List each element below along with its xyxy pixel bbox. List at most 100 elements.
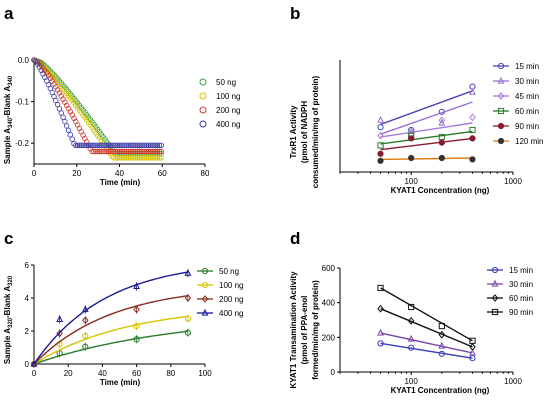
panel-a-point-s2-32 — [89, 148, 95, 155]
panel-c-point-s1-4 — [184, 315, 191, 322]
panel-a-point-s1-63 — [145, 155, 152, 161]
panel-a-point-s3-31 — [87, 142, 93, 148]
panel-d-legend-marker-1 — [491, 279, 499, 287]
panel-a-point-s2-50 — [122, 148, 128, 155]
panel-a-point-s1-49 — [120, 155, 126, 161]
panel-c-point-s3-3 — [133, 282, 141, 290]
panel-a-legend-label-3: 400 ng — [216, 120, 240, 129]
panel-a-point-s2-38 — [100, 148, 106, 155]
panel-a-point-s1-52 — [125, 155, 132, 161]
panel-a-point-s2-69 — [156, 148, 163, 155]
panel-b-point-s5-2 — [438, 154, 445, 162]
panel-a-point-s2-42 — [107, 148, 113, 155]
panel-a-point-s3-23 — [73, 142, 79, 148]
panel-a-x-tick-label-0: 0 — [32, 169, 37, 178]
panel-b-legend-label-1: 30 min — [515, 77, 539, 86]
panel-c-point-s0-1 — [56, 350, 63, 357]
panel-a-x-tick-label-2: 40 — [115, 169, 124, 178]
panel-a-point-s1-58 — [136, 155, 143, 161]
panel-a-point-s1-70 — [158, 155, 164, 161]
panel-a-point-s1-54 — [129, 155, 135, 161]
panel-d-fit-line-2 — [380, 308, 473, 348]
panel-d-y-tick-label-0: 0 — [331, 368, 336, 377]
panel-b-point-s1-0 — [377, 115, 384, 123]
panel-b-point-s3-0 — [377, 142, 384, 149]
panel-a-point-s2-49 — [120, 148, 126, 155]
panel-a-point-s3-65 — [149, 142, 155, 148]
panel-c-x-tick-label-2: 40 — [98, 369, 107, 378]
panel-d-x-label: KYAT1 Concentration (ng) — [391, 386, 490, 395]
panel-a-y-tick-label-2: -0.2 — [15, 139, 29, 148]
panel-a-point-s2-7 — [44, 70, 50, 76]
panel-b-point-s5-0 — [377, 157, 384, 164]
panel-a-point-s2-10 — [49, 78, 55, 84]
panel-d-point-s3-2 — [438, 322, 445, 330]
panel-a-point-s2-40 — [103, 148, 110, 155]
panel-d-point-s1-1 — [407, 334, 415, 342]
panel-a-point-s1-65 — [149, 155, 155, 161]
panel-a-point-s3-41 — [105, 142, 112, 148]
panel-d-point-s2-3 — [469, 342, 476, 351]
panel-a-legend-label-2: 200 ng — [216, 106, 240, 115]
panel-c-point-s2-2 — [82, 316, 89, 325]
panel-c-point-s2-0 — [30, 360, 38, 368]
panel-a-point-s3-48 — [118, 142, 124, 148]
panel-a-point-s2-59 — [138, 148, 144, 155]
panel-d-y-label-3: formed/min/mg of protein) — [311, 280, 320, 380]
panel-b-letter: b — [290, 4, 300, 23]
panel-a-point-s2-44 — [111, 148, 117, 155]
panel-a-point-s2-43 — [109, 148, 115, 155]
panel-a-point-s3-60 — [140, 142, 146, 148]
panel-b-legend-marker-2 — [497, 92, 505, 100]
panel-b: b 100 1000 KYAT1 Concentration (ng) TrxR1… — [289, 4, 543, 195]
panel-a-point-s3-45 — [113, 142, 119, 148]
panel-d-fit-line-0 — [380, 342, 473, 359]
panel-c-x-tick-label-0: 0 — [32, 369, 37, 378]
panel-b-legend-label-0: 15 min — [515, 62, 539, 71]
panel-c-legend-marker-1 — [201, 281, 209, 289]
panel-d-y-label-1: KYAT1 Transamination Activity — [289, 271, 298, 389]
panel-c-y-tick-label-2: 4 — [25, 294, 30, 303]
panel-d-legend-label-3: 90 min — [509, 308, 533, 317]
panel-a-point-s1-48 — [118, 155, 124, 161]
panel-a-point-s3-27 — [80, 142, 86, 148]
panel-a-point-s2-57 — [134, 148, 141, 155]
panel-c-legend-marker-2 — [201, 295, 209, 303]
panel-a-y-tick-label-1: -0.1 — [15, 98, 29, 107]
panel-a-point-s3-26 — [78, 142, 84, 148]
panel-a-point-s2-54 — [129, 148, 135, 155]
panel-a-point-s3-54 — [129, 142, 135, 148]
panel-c-legend-label-1: 100 ng — [219, 281, 243, 290]
panel-b-x-tick-label-0: 100 — [404, 177, 418, 186]
panel-a-point-s3-24 — [74, 142, 81, 148]
panel-a-point-s2-37 — [98, 148, 104, 155]
panel-a-point-s1-46 — [114, 155, 121, 161]
panel-c-x-tick-label-5: 100 — [198, 369, 212, 378]
panel-b-legend-marker-5 — [497, 137, 505, 145]
panel-c-point-s3-0 — [30, 359, 38, 367]
panel-b-point-s4-1 — [408, 135, 415, 142]
panel-b-legend-label-4: 90 min — [515, 122, 539, 131]
panel-a-point-s3-56 — [132, 142, 139, 148]
panel-d-point-s1-0 — [377, 328, 384, 336]
panel-b-point-s4-2 — [438, 139, 445, 146]
panel-a-point-s1-47 — [116, 155, 123, 161]
panel-a-point-s3-43 — [109, 142, 115, 148]
panel-a-point-s2-13 — [54, 87, 61, 93]
panel-c-legend-label-2: 200 ng — [219, 295, 243, 304]
panel-a-point-s3-47 — [116, 142, 123, 148]
panel-c-fit-curve-1 — [33, 315, 188, 365]
panel-a-letter: a — [4, 4, 14, 23]
panel-c-point-s0-2 — [82, 343, 89, 350]
panel-a-point-s2-41 — [105, 148, 112, 155]
panel-a-x-tick-label-4: 80 — [201, 169, 210, 178]
panel-b-fit-line-0 — [380, 90, 473, 126]
panel-a-point-s2-56 — [132, 148, 139, 155]
panel-a-point-s1-44 — [111, 155, 117, 161]
panel-a-point-s1-57 — [134, 155, 141, 161]
panel-b-point-s2-0 — [377, 131, 384, 140]
panel-a-point-s3-21 — [69, 136, 75, 142]
panel-a-y-tick-label-0: 0.0 — [18, 56, 30, 65]
panel-a-point-s2-48 — [118, 148, 124, 155]
panel-c-x-tick-label-3: 60 — [132, 369, 141, 378]
